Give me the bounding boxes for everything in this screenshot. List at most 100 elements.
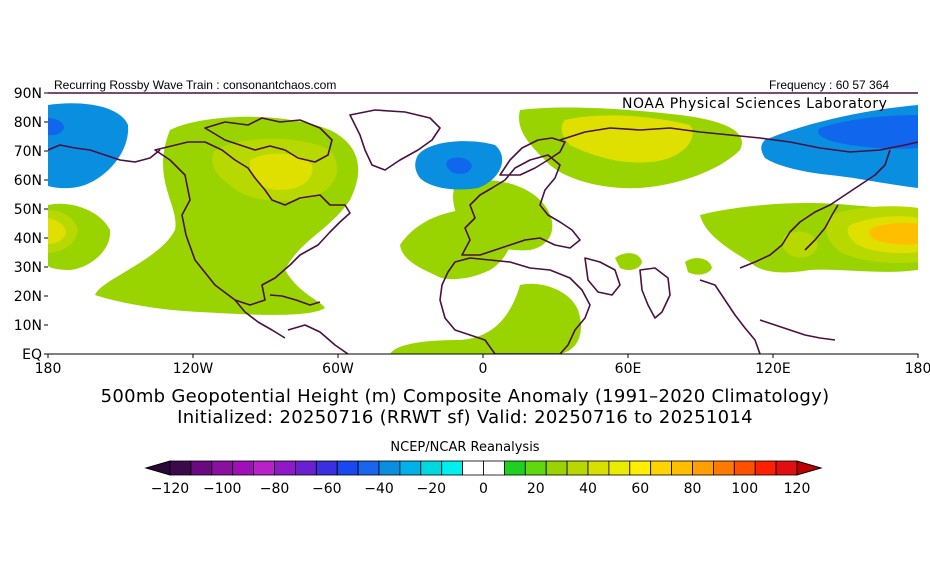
colorbar-tick-labels: −120 −100 −80 −60 −40 −20 0 20 40 60 80 100 120: [151, 481, 811, 497]
longitude-label: 60W: [322, 361, 354, 377]
colorbar-swatch: [315, 460, 338, 476]
colorbar-tick-label: 0: [479, 481, 488, 497]
colorbar-swatch: [274, 460, 296, 476]
coastline-india: [639, 267, 671, 319]
coastline-siberia-north: [559, 127, 918, 153]
colorbar: [144, 460, 823, 476]
colorbar-swatch: [232, 460, 254, 476]
latitude-label: 20N: [14, 289, 42, 305]
colorbar-tick-label: −40: [364, 481, 394, 497]
colorbar-swatch: [357, 460, 380, 476]
coastlines: [48, 109, 918, 354]
latitude-label: 70N: [14, 144, 42, 160]
colorbar-swatch: [190, 460, 213, 476]
coastline-central-america: [234, 299, 286, 339]
colorbar-tick-label: 120: [784, 481, 811, 497]
coastline-arabia: [584, 257, 621, 296]
colorbar-swatch: [378, 460, 401, 476]
latitude-label: 10N: [14, 318, 42, 334]
latitude-label: 50N: [14, 202, 42, 218]
map-title: 500mb Geopotential Height (m) Composite …: [100, 386, 830, 407]
colorbar-tick-label: −100: [203, 481, 241, 497]
colorbar-max-arrow: [796, 460, 823, 476]
colorbar-swatch: [775, 460, 798, 476]
coastline-japan: [804, 204, 839, 251]
strong-anomaly-arctic: [561, 115, 693, 163]
anomaly-fields: [48, 103, 918, 354]
longitude-label: 120W: [173, 361, 214, 377]
colorbar-swatch: [587, 460, 610, 476]
coastline-africa: [439, 257, 591, 354]
coastline-southeast-asia: [699, 279, 761, 354]
strong-anomaly-canada-core: [249, 153, 313, 190]
latitude-label: 40N: [14, 231, 42, 247]
colorbar-tick-label: −60: [312, 481, 342, 497]
longitude-label: 60E: [615, 361, 642, 377]
strong-anomaly-japan: [782, 231, 818, 258]
longitude-label: 120E: [755, 361, 791, 377]
frequency-label: Frequency : 60 57 364: [769, 78, 890, 92]
positive-anomaly-india: [615, 253, 642, 270]
longitude-axis: 180 120W 60W 0 60E 120E 180: [35, 354, 930, 377]
coastline-scandinavia: [499, 137, 566, 176]
coastline-greenland: [349, 109, 441, 171]
coastline-caribbean: [269, 294, 321, 306]
colorbar-swatch: [754, 460, 777, 476]
longitude-label: 180: [905, 361, 930, 377]
colorbar-swatch: [733, 460, 756, 476]
core-anomaly-pacific-east: [48, 218, 66, 244]
colorbar-swatch: [713, 460, 735, 476]
colorbar-swatch: [503, 460, 526, 476]
colorbar-swatch: [483, 460, 505, 476]
coastline-arctic-canada: [204, 117, 333, 163]
colorbar-tick-label: −80: [260, 481, 290, 497]
colorbar-tick-label: 40: [579, 481, 597, 497]
colorbar-swatch: [692, 460, 714, 476]
colorbar-swatch: [169, 460, 192, 476]
colorbar-tick-label: 80: [684, 481, 702, 497]
data-credit: NCEP/NCAR Reanalysis: [390, 440, 540, 455]
latitude-label: EQ: [22, 347, 42, 363]
latitude-label: 30N: [14, 260, 42, 276]
negative-anomaly-bering: [48, 103, 129, 189]
longitude-label: 180: [35, 361, 62, 377]
source-credit-left: Recurring Rossby Wave Train : consonantc…: [54, 78, 337, 92]
coastline-europe: [461, 154, 581, 256]
coastline-south-america: [287, 324, 349, 354]
colorbar-swatch: [253, 460, 275, 476]
colorbar-swatch: [671, 460, 693, 476]
coastline-east-asia: [739, 149, 891, 269]
colorbar-swatch: [566, 460, 589, 476]
latitude-axis: 90N 80N 70N 60N 50N 40N 30N 20N 10N EQ: [14, 86, 48, 363]
colorbar-swatch: [545, 460, 568, 476]
colorbar-swatch: [399, 460, 422, 476]
latitude-label: 90N: [14, 86, 42, 102]
strong-negative-anomaly-iceland: [446, 157, 472, 174]
colorbar-tick-label: −20: [416, 481, 446, 497]
peak-anomaly-pacific-west: [869, 222, 918, 245]
strong-negative-anomaly-bering: [48, 118, 64, 136]
positive-anomaly-africa: [390, 283, 581, 354]
coastline-north-america: [154, 141, 351, 306]
colorbar-tick-label: 20: [527, 481, 545, 497]
latitude-label: 60N: [14, 173, 42, 189]
colorbar-swatch: [211, 460, 234, 476]
colorbar-swatch: [420, 460, 443, 476]
coastline-maritime-islands: [759, 319, 836, 341]
colorbar-swatch: [629, 460, 652, 476]
colorbar-tick-label: −120: [151, 481, 189, 497]
coastline-alaska: [48, 144, 161, 163]
positive-anomaly-tibet: [685, 258, 712, 275]
colorbar-swatch: [650, 460, 673, 476]
colorbar-tick-label: 60: [631, 481, 649, 497]
map-subtitle: Initialized: 20250716 (RRWT sf) Valid: 2…: [177, 407, 753, 428]
lab-label: NOAA Physical Sciences Laboratory: [622, 96, 888, 112]
colorbar-tick-label: 100: [731, 481, 758, 497]
colorbar-min-arrow: [144, 460, 171, 476]
colorbar-swatch: [524, 460, 547, 476]
colorbar-swatch: [294, 460, 317, 476]
strong-negative-anomaly-siberia: [818, 115, 918, 149]
colorbar-swatch: [608, 460, 631, 476]
colorbar-swatch: [462, 460, 484, 476]
